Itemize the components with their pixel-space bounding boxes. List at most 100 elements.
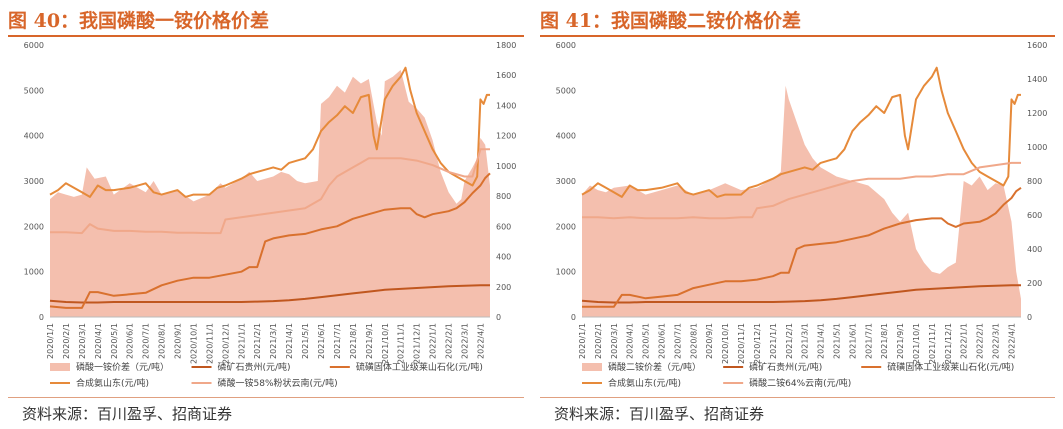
y-tick-right: 1400	[496, 101, 516, 110]
y-tick-right: 1600	[1027, 41, 1047, 50]
legend-swatch	[50, 363, 70, 371]
x-tick: 2020/5/1	[642, 323, 651, 359]
x-tick: 2022/2/1	[445, 323, 454, 359]
source-divider	[8, 397, 524, 398]
source-label: 资料来源：百川盈孚、招商证券	[22, 405, 233, 423]
x-tick: 2021/5/1	[833, 323, 842, 359]
y-tick-right: 1200	[1027, 109, 1047, 118]
y-tick-right: 200	[496, 283, 511, 292]
y-tick-right: 800	[1027, 177, 1042, 186]
y-tick-left: 5000	[556, 86, 576, 95]
x-tick: 2021/1/1	[237, 323, 246, 359]
chart-panel-40: 图 40：我国磷酸一铵价格价差 0 1000 2000 3000 4000 5000 600…	[8, 10, 524, 423]
x-tick: 2021/6/1	[848, 323, 857, 359]
legend-label: 磷矿石贵州(元/吨)	[749, 361, 822, 373]
y-tick-right: 0	[1027, 313, 1032, 322]
series-line-1	[581, 284, 1021, 304]
x-tick: 2021/1/1	[769, 323, 778, 359]
x-tick: 2020/2/1	[62, 323, 71, 359]
x-tick: 2020/7/1	[142, 323, 151, 359]
y-tick-right: 600	[1027, 211, 1042, 220]
x-tick: 2020/9/1	[705, 323, 714, 359]
series-line-3	[49, 66, 490, 198]
chart-title: 图 41：我国磷酸二铵价格价差	[540, 10, 802, 32]
x-tick: 2020/1/1	[578, 323, 587, 359]
legend-label: 硫磺固体工业级莱山石化(元/吨)	[356, 361, 483, 373]
chart-panel-41: 图 41：我国磷酸二铵价格价差 0 1000 2000 3000 4000 5000 600…	[532, 0, 1063, 429]
x-tick: 2022/3/1	[461, 323, 470, 359]
x-tick: 2020/9/1	[174, 323, 183, 359]
legend-label: 磷酸二铵64%云南(元/吨)	[749, 377, 851, 389]
x-tick: 2022/1/1	[429, 323, 438, 359]
series-line-2	[582, 186, 1022, 308]
x-tick: 2020/10/1	[721, 323, 730, 364]
x-tick: 2021/3/1	[269, 323, 278, 359]
legend-label: 磷酸二铵价差（元/吨）	[608, 361, 701, 373]
y-tick-left: 0	[571, 313, 576, 322]
x-tick: 2022/3/1	[992, 323, 1001, 359]
y-tick-left: 4000	[556, 132, 576, 141]
y-tick-left: 0	[39, 313, 44, 322]
x-tick: 2021/11/1	[928, 323, 937, 364]
y-tick-right: 800	[496, 192, 511, 201]
x-tick: 2020/8/1	[689, 323, 698, 359]
x-tick: 2020/3/1	[78, 323, 87, 359]
series-line-4	[50, 148, 490, 235]
x-tick: 2021/8/1	[349, 323, 358, 359]
x-tick: 2021/12/1	[413, 323, 422, 364]
chart-title: 图 40：我国磷酸一铵价格价差	[8, 10, 270, 32]
x-tick: 2020/10/1	[190, 323, 199, 364]
y-tick-right: 1800	[496, 41, 516, 50]
y-tick-right: 1000	[496, 162, 516, 171]
x-tick: 2022/4/1	[476, 323, 485, 359]
x-tick: 2020/6/1	[658, 323, 667, 359]
x-tick: 2021/9/1	[896, 323, 905, 359]
title-divider	[540, 35, 1055, 37]
legend-label: 磷酸一铵价差（元/吨）	[76, 361, 169, 373]
source-label: 资料来源：百川盈孚、招商证券	[554, 405, 765, 423]
x-tick: 2021/10/1	[381, 323, 390, 364]
x-tick: 2020/2/1	[594, 323, 603, 359]
x-tick: 2020/5/1	[110, 323, 119, 359]
y-tick-right: 600	[496, 222, 511, 231]
x-tick: 2020/8/1	[158, 323, 167, 359]
y-tick-left: 6000	[24, 41, 44, 50]
x-tick: 2020/12/1	[753, 323, 762, 364]
x-tick: 2021/3/1	[801, 323, 810, 359]
x-tick: 2021/10/1	[912, 323, 921, 364]
series-area-0	[582, 85, 1021, 317]
y-tick-right: 1600	[496, 71, 516, 80]
y-tick-right: 400	[496, 253, 511, 262]
chart-plot-40: 0 1000 2000 3000 4000 5000 6000 0 200 400 600 800 10…	[24, 41, 517, 389]
y-tick-right: 1200	[496, 132, 516, 141]
x-tick: 2022/1/1	[960, 323, 969, 359]
series-line-1	[49, 284, 490, 304]
series-line-3	[581, 66, 1021, 198]
y-tick-left: 4000	[24, 132, 44, 141]
y-tick-left: 5000	[24, 86, 44, 95]
legend-label: 合成氨山东(元/吨)	[76, 377, 149, 389]
y-tick-left: 1000	[556, 268, 576, 277]
x-tick: 2020/3/1	[610, 323, 619, 359]
x-tick: 2020/11/1	[205, 323, 214, 364]
y-tick-right: 200	[1027, 279, 1042, 288]
y-tick-left: 2000	[556, 222, 576, 231]
x-tick: 2021/11/1	[397, 323, 406, 364]
x-tick: 2020/12/1	[221, 323, 230, 364]
x-tick: 2021/4/1	[817, 323, 826, 359]
x-tick: 2021/2/1	[253, 323, 262, 359]
x-tick: 2021/6/1	[317, 323, 326, 359]
legend-label: 磷酸一铵58%粉状云南(元/吨)	[218, 377, 338, 389]
y-tick-right: 0	[496, 313, 501, 322]
x-tick: 2020/1/1	[46, 323, 55, 359]
series-area-0	[50, 69, 490, 318]
y-tick-left: 3000	[24, 177, 44, 186]
title-divider	[8, 35, 524, 37]
y-tick-left: 1000	[24, 268, 44, 277]
x-tick: 2021/9/1	[365, 323, 374, 359]
legend-swatch	[582, 363, 602, 371]
x-tick: 2022/4/1	[1008, 323, 1017, 359]
y-tick-left: 3000	[556, 177, 576, 186]
y-tick-left: 6000	[556, 41, 576, 50]
x-tick: 2020/4/1	[626, 323, 635, 359]
